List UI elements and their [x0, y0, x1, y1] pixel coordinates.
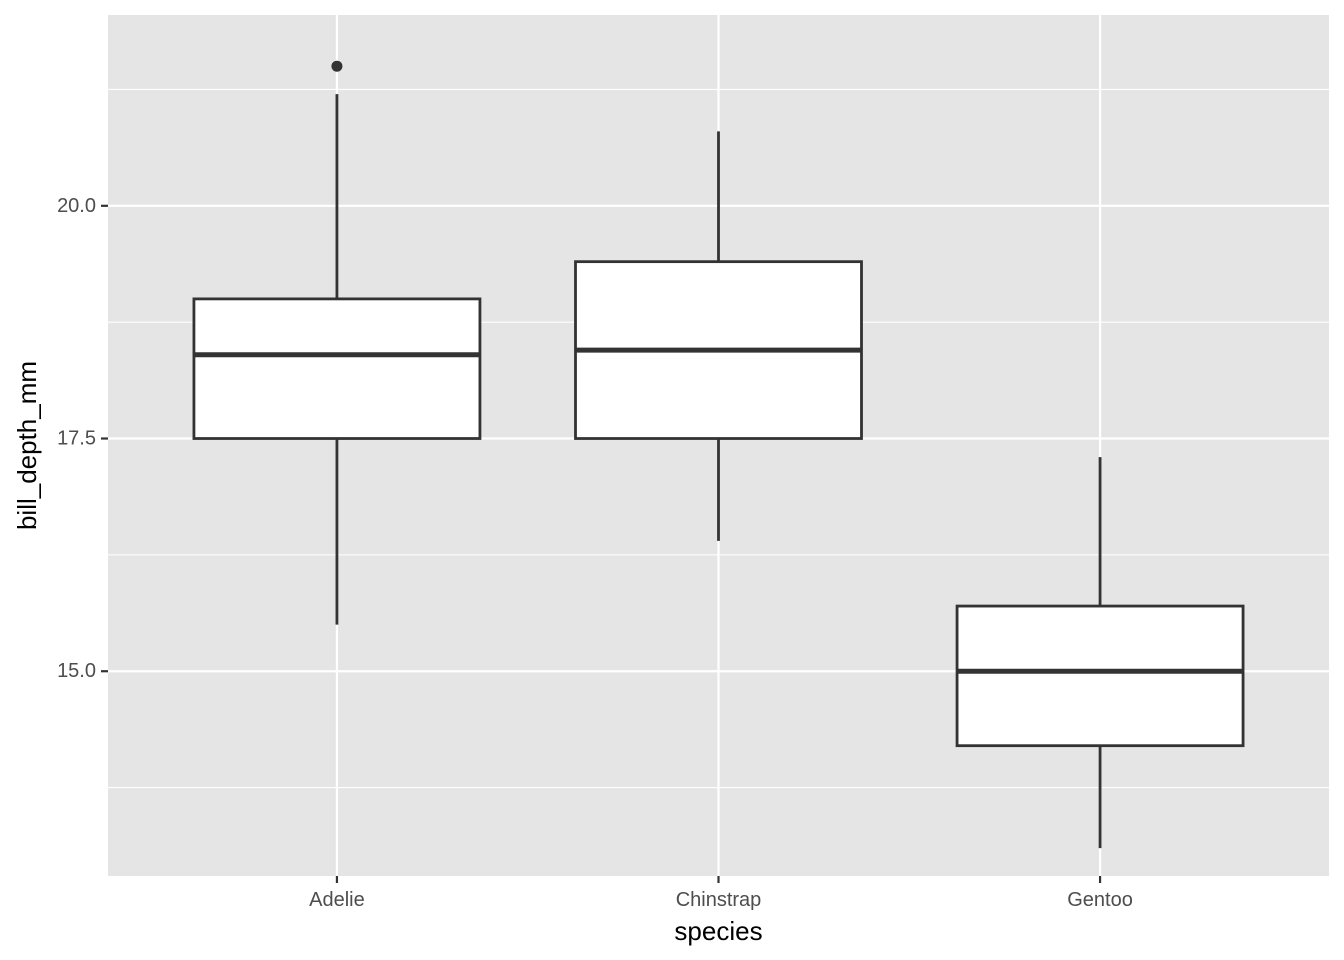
box-group-adelie: [192, 60, 482, 625]
x-axis: Adelie Chinstrap Gentoo: [309, 876, 1133, 911]
x-axis-title: species: [674, 916, 762, 946]
y-tick-label: 15.0: [57, 660, 96, 682]
box-iqr: [955, 604, 1245, 748]
y-axis-title: bill_depth_mm: [12, 361, 42, 530]
y-axis: 15.0 17.5 20.0: [57, 195, 108, 682]
x-tick-label: Chinstrap: [676, 889, 762, 911]
box-group-chinstrap: [574, 131, 863, 541]
box-iqr: [192, 297, 482, 440]
y-tick-label: 20.0: [57, 195, 96, 217]
x-tick-label: Gentoo: [1067, 889, 1133, 911]
box-group-gentoo: [955, 457, 1245, 849]
x-tick-label: Adelie: [309, 889, 365, 911]
boxes-layer: [192, 60, 1245, 849]
outlier-point: [331, 60, 343, 72]
y-tick-label: 17.5: [57, 428, 96, 450]
